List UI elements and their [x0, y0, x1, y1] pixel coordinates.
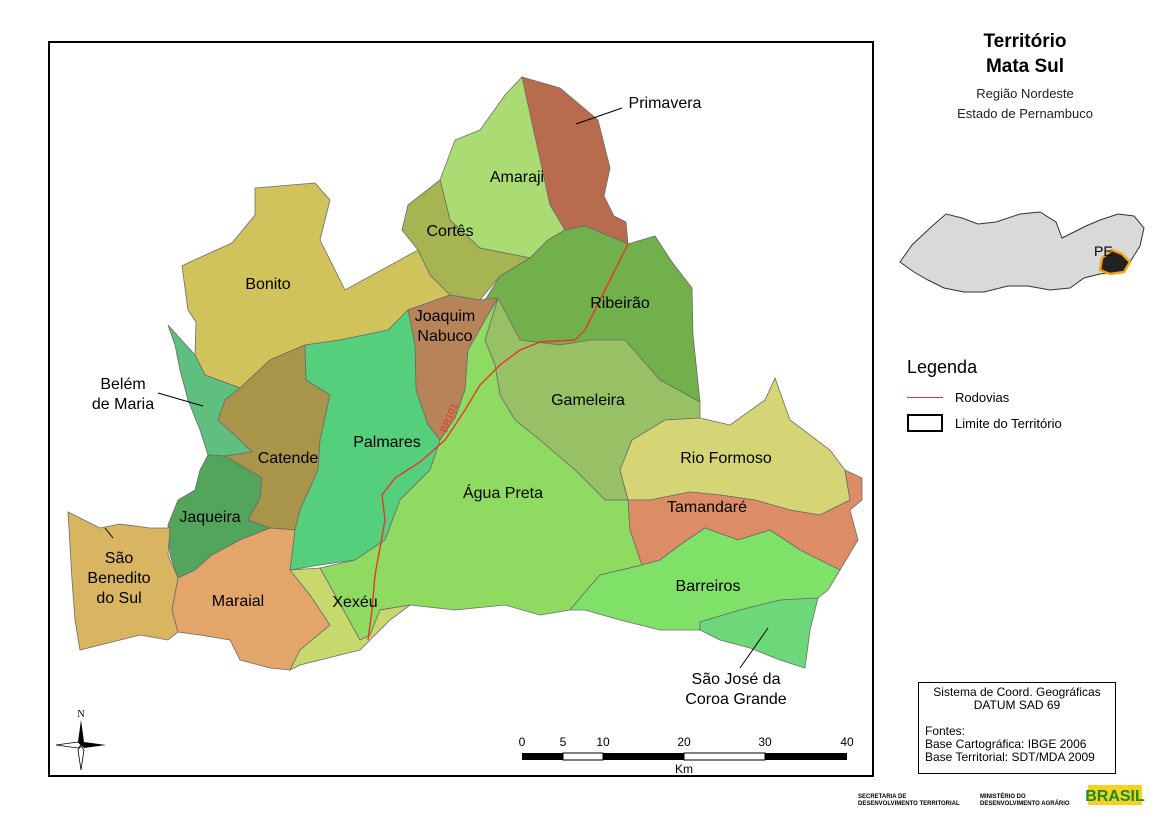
municipality-label-amaraji: Amaraji — [490, 169, 544, 186]
map-title-line2: Mata Sul — [985, 56, 1065, 77]
municipality-label-cortes: Cortês — [426, 223, 473, 240]
leader-line-sao-jose — [739, 627, 769, 669]
sdt-logo-text: SECRETARIA DE DESENVOLVIMENTO TERRITORIA… — [858, 794, 960, 808]
north-label: N — [77, 709, 84, 720]
scale-bar-graphic — [522, 752, 847, 761]
highway-br101 — [367, 243, 629, 641]
municipality-label-tamandare: Tamandaré — [667, 499, 747, 516]
datum-text: DATUM SAD 69 — [973, 698, 1061, 712]
municipality-label-ribeirao: Ribeirão — [590, 295, 650, 312]
municipality-label-rio-formoso: Rio Formoso — [680, 450, 772, 467]
leader-line-sao-benedito — [104, 527, 114, 539]
municipality-label-sao-benedito-do-sul: São — [105, 550, 134, 567]
inset-state-label: PE — [1094, 243, 1113, 259]
scale-bar: 0 5 10 20 30 40 Km — [516, 735, 856, 776]
municipality-label-belem-de-maria: Belém — [100, 376, 145, 393]
municipality-label-palmares: Palmares — [353, 434, 421, 451]
mda-line1: MINISTÉRIO DO — [980, 794, 1026, 800]
municipality-label-joaquim-nabuco: Nabuco — [417, 328, 472, 345]
source-info-box: Sistema de Coord. Geográficas DATUM SAD … — [918, 682, 1116, 774]
cartographic-source-text: Base Cartográfica: IBGE 2006 — [925, 737, 1087, 751]
map-subtitle-line1: Região Nordeste — [976, 86, 1074, 101]
municipality-label-maraial: Maraial — [212, 593, 264, 610]
pernambuco-inset-map: PE — [899, 211, 1145, 293]
sdt-line2: DESENVOLVIMENTO TERRITORIAL — [858, 801, 960, 807]
coord-system-text: Sistema de Coord. Geográficas — [933, 685, 1101, 699]
road-line-swatch — [907, 397, 943, 398]
mda-line2: DESENVOLVIMENTO AGRÁRIO — [980, 801, 1070, 807]
legend-label-roads: Rodovias — [955, 390, 1010, 405]
municipality-label-barreiros: Barreiros — [676, 578, 741, 595]
sdt-line1: SECRETARIA DE — [858, 794, 907, 800]
map-title-line1: Território — [983, 31, 1067, 52]
municipality-xexeu[interactable] — [289, 567, 411, 671]
legend-label-boundary: Limite do Território — [955, 415, 1062, 431]
scale-tick-10: 10 — [596, 735, 610, 749]
municipality-sao-jose-da-coroa-grande[interactable] — [699, 597, 819, 669]
municipality-label-gameleira: Gameleira — [551, 392, 625, 409]
scale-tick-40: 40 — [840, 735, 854, 749]
brasil-government-logo: BRASIL — [1086, 785, 1145, 805]
municipality-label-sao-benedito-do-sul: Benedito — [87, 570, 150, 587]
mata-sul-highlight — [1098, 248, 1132, 276]
sources-heading: Fontes: — [925, 724, 966, 738]
municipality-label-xexeu: Xexéu — [332, 594, 377, 611]
legend-item-boundary: Limite do Território — [907, 414, 1062, 432]
municipality-label-catende: Catende — [258, 450, 319, 467]
scale-tick-30: 30 — [758, 735, 772, 749]
brasil-logo-text: BRASIL — [1086, 788, 1145, 805]
leader-line-belem — [157, 392, 204, 407]
municipality-label-belem-de-maria: de Maria — [92, 396, 154, 413]
municipality-label-joaquim-nabuco: Joaquim — [415, 308, 475, 325]
municipality-sao-benedito-do-sul[interactable] — [67, 511, 179, 651]
legend-title: Legenda — [907, 357, 978, 377]
territorial-source-text: Base Territorial: SDT/MDA 2009 — [925, 750, 1095, 764]
scale-tick-20: 20 — [677, 735, 691, 749]
municipality-label-agua-preta: Água Preta — [463, 483, 543, 502]
map-subtitle-line2: Estado de Pernambuco — [957, 106, 1093, 121]
municipality-label-sao-jose-da-coroa-grande: São José da — [692, 671, 781, 688]
scale-unit: Km — [675, 762, 693, 776]
municipality-label-sao-benedito-do-sul: do Sul — [96, 590, 141, 607]
north-arrow-icon: N — [55, 709, 106, 771]
leader-line-primavera — [575, 107, 623, 125]
scale-tick-5: 5 — [559, 735, 567, 749]
pernambuco-state-shape — [899, 211, 1145, 293]
municipality-label-bonito: Bonito — [245, 276, 290, 293]
legend-item-roads: Rodovias — [907, 390, 1009, 405]
municipality-label-sao-jose-da-coroa-grande: Coroa Grande — [685, 691, 786, 708]
municipality-label-primavera: Primavera — [629, 95, 702, 112]
boundary-box-swatch — [907, 414, 943, 432]
scale-tick-0: 0 — [518, 735, 526, 749]
municipality-label-jaqueira: Jaqueira — [179, 509, 240, 526]
mda-logo-text: MINISTÉRIO DO DESENVOLVIMENTO AGRÁRIO — [980, 794, 1070, 808]
